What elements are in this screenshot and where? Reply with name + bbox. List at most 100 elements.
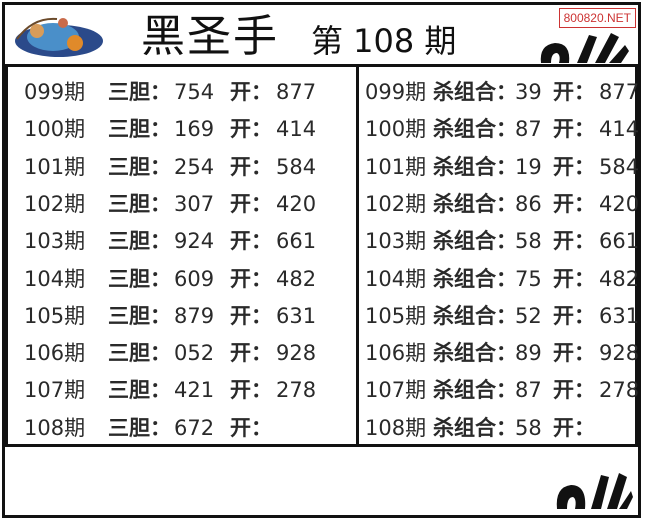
open-label: 开： [230,303,272,328]
period: 099期 [365,80,427,104]
label: 三胆： [108,229,171,254]
period: 099期 [24,80,86,104]
open-label: 开： [230,341,272,366]
open-label: 开： [230,191,272,216]
value: 421 [174,378,215,403]
label: 杀组合： [433,229,517,254]
label: 三胆： [108,191,171,216]
open-label: 开： [553,303,595,328]
value: 52 [515,303,542,328]
value: 924 [174,229,215,254]
period: 102期 [24,191,86,216]
value: 19 [515,154,542,179]
value: 39 [515,80,542,104]
value: 754 [174,80,215,104]
value: 609 [174,266,215,291]
open-value: 928 [276,341,317,366]
value: 052 [174,341,215,366]
open-label: 开： [553,229,595,254]
value: 169 [174,117,215,142]
label: 三胆： [108,266,171,291]
period: 104期 [365,266,427,291]
open-label: 开： [230,415,272,440]
open-value: 482 [599,266,640,291]
period: 106期 [365,341,427,366]
sha-zuhe-panel: 099期 杀组合： 39 开： 877 100期 杀组合： 87 开： 414 101期 杀组合： 19… [356,64,640,447]
value: 86 [515,191,542,216]
label: 杀组合： [433,191,517,216]
label: 杀组合： [433,266,517,291]
label: 杀组合： [433,80,517,104]
open-value: 661 [599,229,640,254]
period: 100期 [24,117,86,142]
open-label: 开： [230,117,272,142]
period: 106期 [24,341,86,366]
open-value: 278 [599,378,640,403]
value: 58 [515,415,542,440]
period: 105期 [365,303,427,328]
period: 103期 [24,229,86,254]
value: 254 [174,154,215,179]
value: 672 [174,415,215,440]
frame [2,2,641,518]
open-label: 开： [230,378,272,403]
label: 三胆： [108,117,171,142]
open-value: 420 [599,191,640,216]
open-label: 开： [553,378,595,403]
value: 58 [515,229,542,254]
san-dan-panel: 099期 三胆： 754 开： 877 100期 三胆： 169 开： 414 101期 三胆： 254… [5,64,359,447]
period: 101期 [24,154,86,179]
open-label: 开： [230,266,272,291]
open-value: 278 [276,378,317,403]
label: 杀组合： [433,341,517,366]
period: 100期 [365,117,427,142]
label: 杀组合： [433,303,517,328]
open-value: 877 [276,80,317,104]
header: 黑圣手 第 108 期 800820.NET [5,5,638,63]
open-label: 开： [553,191,595,216]
label: 三胆： [108,415,171,440]
period: 105期 [24,303,86,328]
open-label: 开： [230,229,272,254]
label: 三胆： [108,378,171,403]
period: 101期 [365,154,427,179]
label: 三胆： [108,341,171,366]
watermark: 800820.NET [558,8,636,28]
open-label: 开： [553,80,595,104]
open-value: 420 [276,191,317,216]
value: 89 [515,341,542,366]
cartoon-logo-icon [15,17,103,57]
open-label: 开： [553,341,595,366]
period: 107期 [24,378,86,403]
period: 104期 [24,266,86,291]
open-label: 开： [553,415,595,440]
label: 杀组合： [433,378,517,403]
label: 杀组合： [433,415,517,440]
open-label: 开： [553,266,595,291]
page-title: 黑圣手 [141,11,279,62]
value: 879 [174,303,215,328]
open-value: 414 [599,117,640,142]
open-value: 482 [276,266,317,291]
open-value: 877 [599,80,640,104]
open-value: 414 [276,117,317,142]
open-value: 928 [599,341,640,366]
period: 103期 [365,229,427,254]
open-label: 开： [553,117,595,142]
period: 102期 [365,191,427,216]
value: 87 [515,378,542,403]
value: 307 [174,191,215,216]
open-value: 584 [276,154,317,179]
label: 杀组合： [433,117,517,142]
issue-number: 第 108 期 [311,22,457,60]
period: 108期 [24,415,86,440]
label: 杀组合： [433,154,517,179]
period: 108期 [365,415,427,440]
open-label: 开： [230,154,272,179]
open-value: 631 [276,303,317,328]
period: 107期 [365,378,427,403]
open-value: 584 [599,154,640,179]
value: 75 [515,266,542,291]
value: 87 [515,117,542,142]
ok-hand-icon [540,33,629,63]
